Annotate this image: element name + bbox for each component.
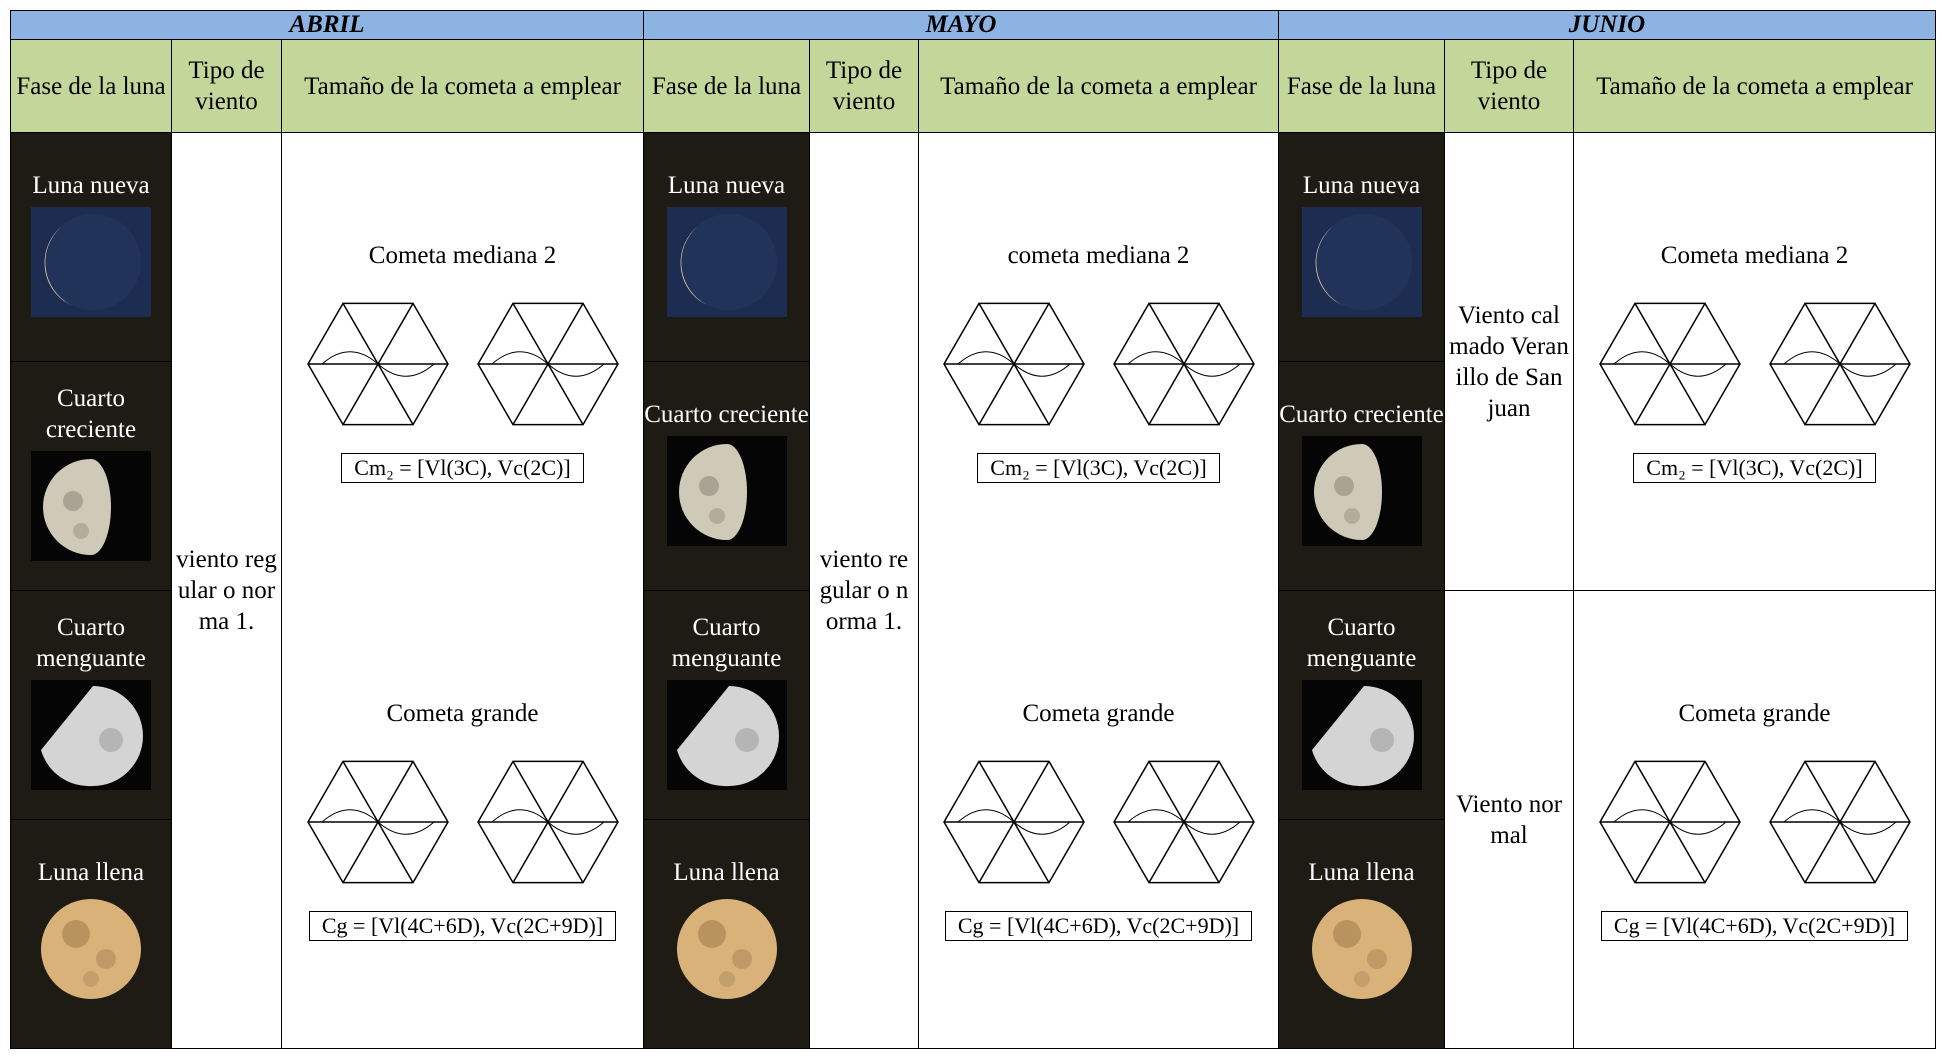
phase-label: Cuarto creciente <box>644 399 809 430</box>
kite-formula: Cm₂ = [Vl(3C), Vc(2C)] <box>341 453 583 483</box>
phase-label: Luna nueva <box>644 170 809 201</box>
kite-diagram <box>1585 279 1925 444</box>
moon-phase: Cuarto creciente <box>644 362 810 591</box>
kite-size: Cometa mediana 2 Cm₂ = [Vl(3C), Vc(2C)] <box>1574 133 1936 591</box>
kite-formula: Cm₂ = [Vl(3C), Vc(2C)] <box>977 453 1219 483</box>
wind-type: viento regular o norma 1. <box>172 133 282 1049</box>
kite-title: Cometa grande <box>919 698 1278 729</box>
moon-phase: Cuarto menguante <box>11 591 172 820</box>
phase-label: Luna nueva <box>1279 170 1444 201</box>
page: ABRILMAYOJUNIOFase de la lunaTipo de vie… <box>0 0 1942 1056</box>
moon-phase: Luna llena <box>644 820 810 1049</box>
month-header: ABRIL <box>11 11 644 40</box>
moon-phase: Cuarto menguante <box>1279 591 1445 820</box>
kite-formula: Cg = [Vl(4C+6D), Vc(2C+9D)] <box>1601 911 1908 941</box>
moon-image <box>1302 436 1422 546</box>
phase-label: Cuarto creciente <box>11 383 171 445</box>
kite-title: Cometa grande <box>282 698 643 729</box>
wind-type: Viento normal <box>1445 591 1574 1049</box>
moon-image <box>1302 680 1422 790</box>
phase-label: Cuarto menguante <box>644 612 809 674</box>
kite-diagram <box>293 737 633 902</box>
moon-image <box>31 207 151 317</box>
column-header: Tipo de viento <box>1445 40 1574 133</box>
moon-image <box>31 680 151 790</box>
moon-image <box>1302 207 1422 317</box>
phase-label: Luna llena <box>1279 857 1444 888</box>
column-header: Tamaño de la cometa a emplear <box>919 40 1279 133</box>
kite-diagram <box>1585 737 1925 902</box>
column-header: Tipo de viento <box>172 40 282 133</box>
kite-formula: Cm₂ = [Vl(3C), Vc(2C)] <box>1633 453 1875 483</box>
moon-image <box>1302 894 1422 1004</box>
month-header: MAYO <box>644 11 1279 40</box>
wind-type: Viento calmado Veranillo de San juan <box>1445 133 1574 591</box>
moon-phase: Luna llena <box>11 820 172 1049</box>
column-header: Fase de la luna <box>644 40 810 133</box>
moon-phase: Cuarto creciente <box>1279 362 1445 591</box>
wind-type: viento regular o norma 1. <box>810 133 919 1049</box>
moon-image <box>667 207 787 317</box>
kite-formula: Cg = [Vl(4C+6D), Vc(2C+9D)] <box>945 911 1252 941</box>
moon-phase: Luna nueva <box>11 133 172 362</box>
kite-formula: Cg = [Vl(4C+6D), Vc(2C+9D)] <box>309 911 616 941</box>
phase-label: Luna nueva <box>11 170 171 201</box>
kite-size: Cometa mediana 2 Cm₂ = [Vl(3C), Vc(2C)] <box>282 133 644 591</box>
moon-phase: Cuarto creciente <box>11 362 172 591</box>
kite-title: Cometa mediana 2 <box>282 240 643 271</box>
phase-label: Cuarto creciente <box>1279 399 1444 430</box>
kite-diagram <box>929 279 1269 444</box>
phase-label: Cuarto menguante <box>11 612 171 674</box>
column-header: Tamaño de la cometa a emplear <box>282 40 644 133</box>
moon-image <box>667 680 787 790</box>
kite-size: Cometa grande Cg = [Vl(4C+6D), Vc(2C+9D)] <box>1574 591 1936 1049</box>
kite-size: Cometa grande Cg = [Vl(4C+6D), Vc(2C+9D)] <box>282 591 644 1049</box>
kite-title: Cometa mediana 2 <box>1574 240 1935 271</box>
moon-phase: Luna nueva <box>1279 133 1445 362</box>
moon-image <box>31 894 151 1004</box>
column-header: Fase de la luna <box>11 40 172 133</box>
kite-diagram <box>929 737 1269 902</box>
phase-label: Cuarto menguante <box>1279 612 1444 674</box>
moon-phase: Luna llena <box>1279 820 1445 1049</box>
phase-label: Luna llena <box>644 857 809 888</box>
moon-image <box>667 894 787 1004</box>
moon-image <box>31 451 151 561</box>
kite-diagram <box>293 279 633 444</box>
kite-size: cometa mediana 2 Cm₂ = [Vl(3C), Vc(2C)] <box>919 133 1279 591</box>
column-header: Fase de la luna <box>1279 40 1445 133</box>
kite-size: Cometa grande Cg = [Vl(4C+6D), Vc(2C+9D)] <box>919 591 1279 1049</box>
moon-phase: Luna nueva <box>644 133 810 362</box>
month-header: JUNIO <box>1279 11 1936 40</box>
moon-phase: Cuarto menguante <box>644 591 810 820</box>
column-header: Tamaño de la cometa a emplear <box>1574 40 1936 133</box>
kite-title: cometa mediana 2 <box>919 240 1278 271</box>
kite-title: Cometa grande <box>1574 698 1935 729</box>
column-header: Tipo de viento <box>810 40 919 133</box>
moon-image <box>667 436 787 546</box>
phase-label: Luna llena <box>11 857 171 888</box>
